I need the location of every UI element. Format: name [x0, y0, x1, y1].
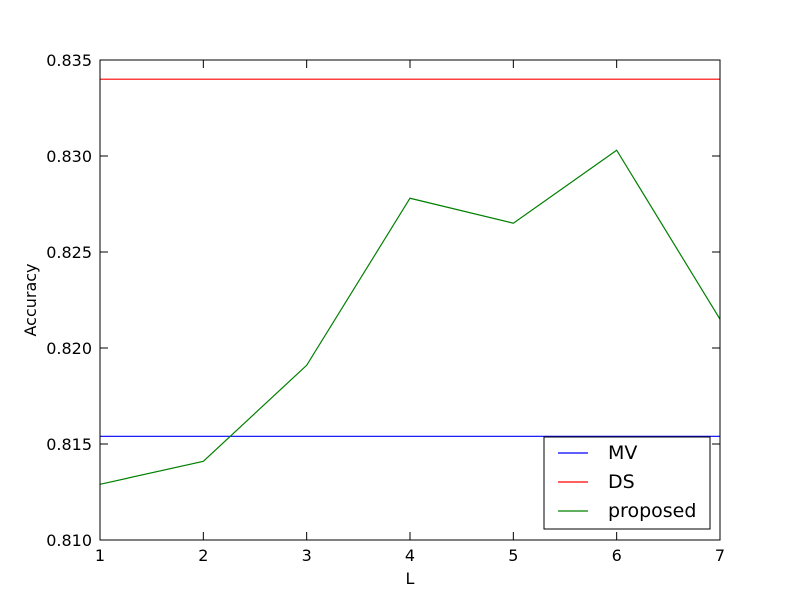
- x-tick-labels: 1 2 3 4 5 6 7: [95, 546, 725, 565]
- x-tick-label: 7: [715, 546, 725, 565]
- legend-box: [543, 436, 711, 530]
- series-line-proposed: [99, 149, 721, 485]
- x-tick-label: 6: [612, 546, 622, 565]
- legend-label-proposed: proposed: [608, 500, 696, 522]
- y-tick-label: 0.815: [46, 435, 92, 454]
- y-axis-label: Accuracy: [21, 263, 40, 336]
- x-axis-label: L: [406, 569, 415, 588]
- x-tick-label: 4: [405, 546, 415, 565]
- legend-label-mv: MV: [608, 442, 637, 464]
- y-tick-label: 0.825: [46, 243, 92, 262]
- axis-ticks: [99, 59, 721, 541]
- y-tick-label: 0.810: [46, 531, 92, 550]
- y-tick-label: 0.820: [46, 339, 92, 358]
- x-tick-label: 3: [302, 546, 312, 565]
- legend-label-ds: DS: [608, 471, 635, 493]
- y-tick-label: 0.835: [46, 51, 92, 70]
- x-tick-label: 2: [198, 546, 208, 565]
- legend: MV DS proposed: [543, 436, 711, 530]
- plot-lines: [99, 78, 721, 485]
- y-tick-labels: 0.810 0.815 0.820 0.825 0.830 0.835: [46, 51, 92, 550]
- y-tick-label: 0.830: [46, 147, 92, 166]
- x-tick-label: 1: [95, 546, 105, 565]
- x-tick-label: 5: [508, 546, 518, 565]
